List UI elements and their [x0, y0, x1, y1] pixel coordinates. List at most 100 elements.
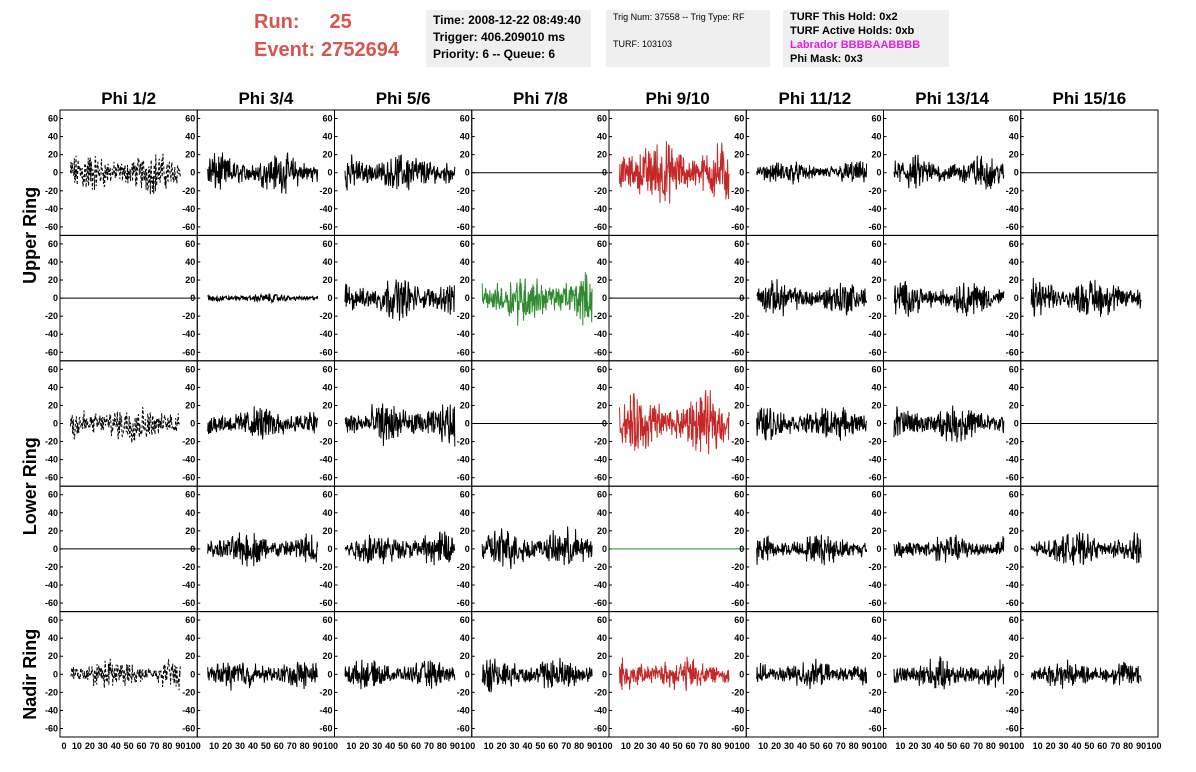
- y-tick-label: -60: [457, 222, 470, 232]
- y-tick-label: -20: [868, 311, 881, 321]
- trace-line: [481, 272, 593, 326]
- x-tick-label: 60: [411, 741, 421, 751]
- y-tick-label: 40: [48, 633, 58, 643]
- y-tick-label: 20: [185, 275, 195, 285]
- x-tick-label: 80: [849, 741, 859, 751]
- row-label: Nadir Ring: [20, 629, 40, 720]
- y-tick-label: 40: [1009, 257, 1019, 267]
- y-tick-label: 60: [734, 239, 744, 249]
- x-tick-label: 90: [1136, 741, 1146, 751]
- x-tick-label: 80: [986, 741, 996, 751]
- x-tick-label: 50: [947, 741, 957, 751]
- y-tick-label: -60: [457, 473, 470, 483]
- y-tick-label: -40: [457, 204, 470, 214]
- y-tick-label: 20: [1009, 526, 1019, 536]
- y-tick-label: 60: [734, 114, 744, 124]
- y-tick-label: 0: [1014, 544, 1019, 554]
- y-tick-label: 0: [53, 293, 58, 303]
- y-tick-label: 20: [597, 400, 607, 410]
- y-tick-label: 20: [871, 400, 881, 410]
- trace-line: [893, 656, 1005, 690]
- y-tick-label: -20: [45, 687, 58, 697]
- x-tick-label: 60: [1097, 741, 1107, 751]
- x-tick-label: 100: [1009, 741, 1024, 751]
- x-tick-label: 30: [1059, 741, 1069, 751]
- trace-line: [756, 658, 868, 690]
- y-tick-label: 20: [734, 651, 744, 661]
- y-tick-label: 60: [1009, 364, 1019, 374]
- y-tick-label: 40: [1009, 508, 1019, 518]
- y-tick-label: -40: [319, 705, 332, 715]
- y-tick-label: 40: [185, 508, 195, 518]
- x-tick-label: 30: [647, 741, 657, 751]
- trace-line: [893, 280, 1005, 317]
- y-tick-label: 40: [1009, 633, 1019, 643]
- column-header: Phi 1/2: [101, 89, 156, 108]
- y-tick-label: 40: [322, 382, 332, 392]
- y-tick-label: 60: [597, 490, 607, 500]
- turf-info-box: TURF This Hold: 0x2 TURF Active Holds: 0…: [783, 10, 949, 67]
- y-tick-label: 40: [734, 633, 744, 643]
- y-tick-label: 20: [871, 150, 881, 160]
- y-tick-label: 0: [327, 293, 332, 303]
- y-tick-label: 20: [48, 526, 58, 536]
- y-tick-label: -20: [594, 687, 607, 697]
- trace-line: [207, 406, 319, 440]
- x-tick-label: 100: [872, 741, 887, 751]
- y-tick-label: 20: [871, 275, 881, 285]
- x-tick-label: 20: [497, 741, 507, 751]
- x-tick-label: 20: [85, 741, 95, 751]
- x-tick-label: 90: [587, 741, 597, 751]
- x-tick-label: 100: [735, 741, 750, 751]
- x-tick-label: 80: [162, 741, 172, 751]
- x-tick-label: 70: [149, 741, 159, 751]
- y-tick-label: 20: [185, 651, 195, 661]
- y-tick-label: -60: [731, 723, 744, 733]
- y-tick-label: -60: [731, 347, 744, 357]
- y-tick-label: 40: [460, 633, 470, 643]
- x-tick-label: 60: [274, 741, 284, 751]
- y-tick-label: 20: [48, 275, 58, 285]
- x-tick-label: 90: [450, 741, 460, 751]
- y-tick-label: -20: [594, 186, 607, 196]
- y-tick-label: 40: [460, 508, 470, 518]
- y-tick-label: 0: [1014, 669, 1019, 679]
- event-label: Event:: [254, 39, 316, 61]
- y-tick-label: 20: [871, 526, 881, 536]
- y-tick-label: 0: [739, 293, 744, 303]
- y-tick-label: 60: [597, 615, 607, 625]
- y-tick-label: -20: [868, 437, 881, 447]
- y-tick-label: 40: [597, 257, 607, 267]
- event-line: Event: 2752694: [254, 36, 399, 64]
- x-tick-label: 10: [346, 741, 356, 751]
- trace-line: [344, 531, 456, 566]
- y-tick-label: 20: [1009, 150, 1019, 160]
- y-tick-label: 20: [48, 400, 58, 410]
- y-tick-label: 60: [185, 114, 195, 124]
- y-tick-label: 20: [734, 275, 744, 285]
- trigger-text: Trigger: 406.209010 ms: [433, 30, 566, 44]
- y-tick-label: 0: [190, 293, 195, 303]
- y-tick-label: -20: [45, 437, 58, 447]
- x-tick-label: 70: [698, 741, 708, 751]
- y-tick-label: 40: [734, 382, 744, 392]
- priority-text: Priority: 6 -- Queue: 6: [433, 47, 556, 61]
- y-tick-label: -20: [1006, 311, 1019, 321]
- y-tick-label: 60: [460, 239, 470, 249]
- column-header: Phi 13/14: [915, 89, 989, 108]
- y-tick-label: 40: [185, 382, 195, 392]
- y-tick-label: -20: [731, 687, 744, 697]
- y-tick-label: -60: [868, 723, 881, 733]
- y-tick-label: 20: [734, 150, 744, 160]
- x-tick-label: 80: [574, 741, 584, 751]
- y-tick-label: -40: [457, 580, 470, 590]
- y-tick-label: -60: [457, 598, 470, 608]
- y-tick-label: -20: [319, 311, 332, 321]
- x-tick-label: 60: [823, 741, 833, 751]
- x-tick-label: 70: [287, 741, 297, 751]
- y-tick-label: 20: [322, 150, 332, 160]
- y-tick-label: -20: [457, 562, 470, 572]
- x-tick-label: 90: [862, 741, 872, 751]
- x-tick-label: 100: [186, 741, 201, 751]
- y-tick-label: -40: [1006, 329, 1019, 339]
